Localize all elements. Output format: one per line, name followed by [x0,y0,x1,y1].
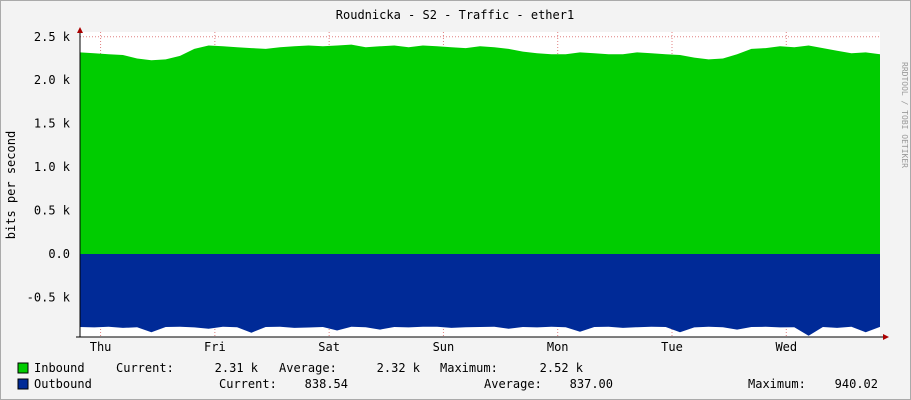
side-text: RRDTOOL / TOBI OETIKER [900,62,909,168]
legend-swatch [17,362,29,374]
legend-label: Outbound [34,377,92,391]
legend-stat: 837.00 [570,377,613,391]
y-tick-label: 2.0 k [34,73,71,87]
y-tick-label: 0.0 [48,247,70,261]
x-tick-label: Sun [433,340,455,354]
axis-arrow [883,334,889,340]
y-tick-label: 1.5 k [34,117,71,131]
legend-stat: Maximum: [748,377,806,391]
y-tick-label: 1.0 k [34,160,71,174]
chart-title: Roudnicka - S2 - Traffic - ether1 [336,8,574,22]
legend-stat: Average: [484,377,542,391]
legend-swatch [17,378,29,390]
legend-stat: 2.32 k [377,361,421,375]
legend-stat: Maximum: [440,361,498,375]
y-tick-label: -0.5 k [27,290,71,304]
legend-stat: Average: [279,361,337,375]
axis-arrow [77,27,83,33]
y-tick-label: 2.5 k [34,30,71,44]
x-tick-label: Fri [204,340,226,354]
area [80,44,880,255]
x-tick-label: Wed [775,340,797,354]
x-tick-label: Sat [318,340,340,354]
y-axis-label: bits per second [4,131,18,239]
legend-stat: 2.31 k [215,361,259,375]
area [80,254,880,336]
legend-label: Inbound [34,361,85,375]
y-tick-label: 0.5 k [34,204,71,218]
legend-stat: 838.54 [305,377,348,391]
legend-stat: 940.02 [835,377,878,391]
x-tick-label: Mon [547,340,569,354]
x-tick-label: Thu [90,340,112,354]
legend-stat: 2.52 k [540,361,584,375]
legend-stat: Current: [219,377,277,391]
x-tick-label: Tue [661,340,683,354]
legend-stat: Current: [116,361,174,375]
